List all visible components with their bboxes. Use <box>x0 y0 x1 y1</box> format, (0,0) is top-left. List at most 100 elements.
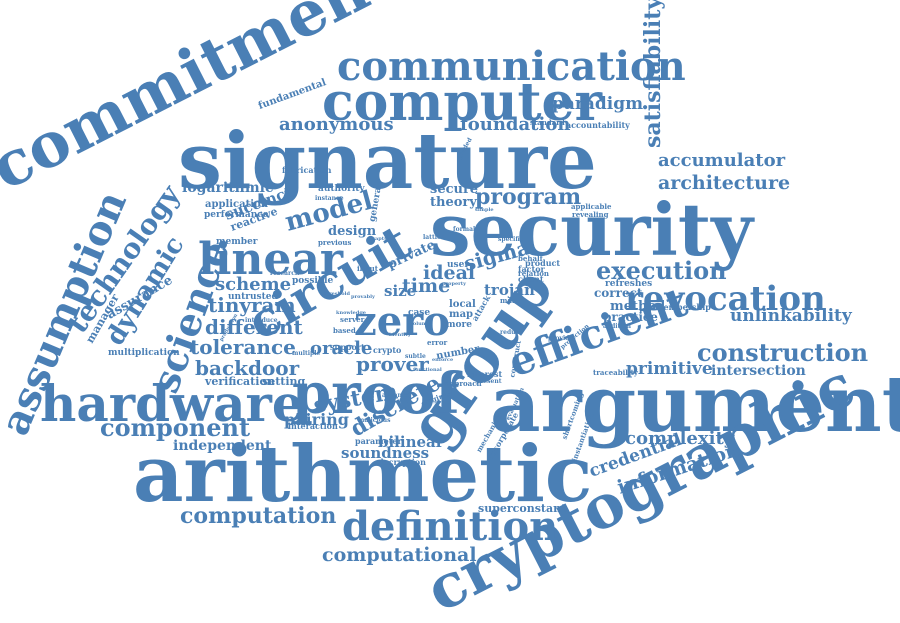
word-simple: simple <box>475 206 494 213</box>
word-client: client <box>518 274 544 285</box>
word-membership: membership <box>655 302 711 313</box>
word-product: product <box>525 258 561 269</box>
word-crypto: crypto <box>373 345 402 356</box>
word-independent: independent <box>173 437 272 454</box>
word-different: different <box>205 314 303 339</box>
word-argument: argument <box>490 359 900 451</box>
word-primitive: primitive <box>626 359 713 380</box>
word-definition: definition <box>342 503 559 551</box>
word-factor: factor <box>518 264 545 275</box>
word-functional: functional <box>413 366 442 373</box>
word-accountability: accountability <box>566 120 630 131</box>
word-soundness: soundness <box>341 443 430 462</box>
word-signature: signature <box>178 116 597 208</box>
word-member: member <box>216 236 258 247</box>
word-correct: correct <box>594 286 643 301</box>
word-application: application <box>205 198 268 210</box>
word-theory: theory <box>430 195 477 211</box>
word-provably: provably <box>351 293 375 300</box>
word-tolerance: tolerance <box>190 334 296 359</box>
word-reduce: reduce <box>500 329 524 337</box>
word-behalf: behalf <box>518 254 543 264</box>
word-time: time <box>402 275 451 298</box>
word-decryption: decryption <box>378 457 426 468</box>
word-trojan: trojan <box>484 280 535 299</box>
word-malicious: malicious <box>358 417 391 425</box>
word-bilinear: bilinear <box>378 432 444 451</box>
word-standard: standard <box>530 118 565 128</box>
word-present: present <box>476 378 502 386</box>
word-local: local <box>449 298 476 310</box>
word-construction: construction <box>697 338 869 368</box>
word-lattice: lattice <box>423 234 445 242</box>
word-property: property <box>442 280 466 287</box>
word-map: map <box>449 308 474 320</box>
word-architecture: architecture <box>658 172 791 195</box>
word-unlinkability: unlinkability <box>730 306 852 327</box>
word-design: design <box>328 224 377 240</box>
word-support: support <box>330 342 365 353</box>
word-scheme: scheme <box>215 274 292 296</box>
word-component: component <box>100 413 251 443</box>
word-setting: setting <box>262 374 306 388</box>
word-relation: relation <box>518 269 549 279</box>
word-provide: provide <box>548 335 574 343</box>
word-volume: volume <box>410 320 431 327</box>
word-multiple: multiple <box>292 350 321 358</box>
word-proof: proof <box>292 361 460 428</box>
word-user: user <box>447 259 470 270</box>
word-hardware: hardware <box>40 374 304 433</box>
word-capture: capture <box>372 235 394 242</box>
word-computation: computation <box>180 502 337 529</box>
word-complexity: complexity <box>625 428 735 450</box>
word-many: many <box>500 296 522 306</box>
word-approach: approach <box>445 379 482 389</box>
word-error: error <box>427 338 448 348</box>
word-interaction: interaction <box>288 421 338 432</box>
word-research: research <box>270 270 300 278</box>
word-instance: instance <box>315 195 344 203</box>
word-server: server <box>340 315 365 325</box>
word-input: input <box>357 264 378 274</box>
word-linear: linear <box>198 233 344 285</box>
word-fabrication: fabrication <box>282 165 332 176</box>
word-multiplication: multiplication <box>108 347 180 358</box>
word-computer: computer <box>322 72 603 134</box>
word-specific: specific <box>498 236 524 244</box>
word-size: size <box>384 281 417 300</box>
word-practice: practice <box>603 310 658 325</box>
word-refreshes: refreshes <box>605 278 653 289</box>
word-interest: interest <box>467 369 503 380</box>
word-addition: addition <box>603 323 631 331</box>
word-enforce: enforce <box>432 356 454 363</box>
word-tinyram: tinyram <box>208 292 296 317</box>
word-subtle: subtle <box>405 353 426 361</box>
word-based: based <box>333 326 356 336</box>
word-case: case <box>408 307 431 318</box>
word-method: method <box>610 299 666 315</box>
word-oracle: oracle <box>310 338 373 360</box>
word-identity: identity <box>389 331 411 338</box>
word-backdoor: backdoor <box>195 355 300 380</box>
word-parameter: parameter <box>355 436 402 447</box>
word-fundamental: fundamental <box>256 76 328 112</box>
word-program: program <box>475 183 582 210</box>
word-anonymous: anonymous <box>279 114 394 136</box>
word-traceability: traceability <box>593 368 638 378</box>
word-revocation: revocation <box>625 279 826 320</box>
word-introduce: introduce <box>245 317 278 325</box>
word-untrusted: untrusted <box>228 291 278 302</box>
word-revealing: revealing <box>572 210 609 220</box>
word-computational: computational <box>322 544 477 567</box>
word-superconstant: superconstant <box>478 501 567 515</box>
word-paradigm: paradigm <box>552 94 644 115</box>
word-execution: execution <box>596 256 727 286</box>
word-ideal: ideal <box>423 262 476 285</box>
word-zero: zero <box>354 298 450 346</box>
word-more: more <box>446 319 472 330</box>
word-previous: previous <box>318 238 352 248</box>
word-logarithmic: logarithmic <box>182 179 274 196</box>
word-performance: performance <box>204 209 269 220</box>
word-authority: authority <box>318 183 365 194</box>
